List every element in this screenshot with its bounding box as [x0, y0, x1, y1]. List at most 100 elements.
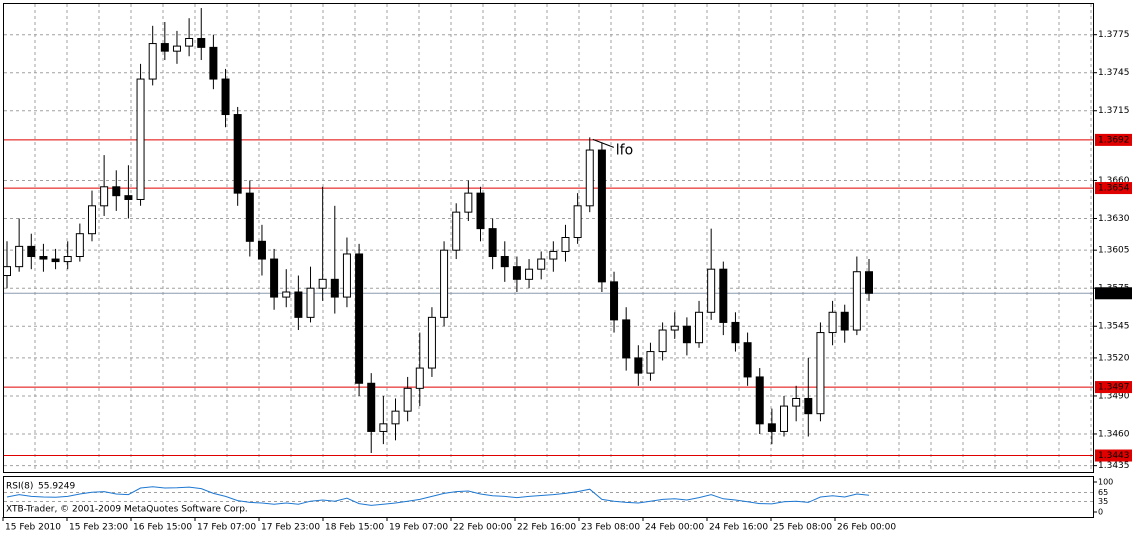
candle-body: [112, 186, 121, 197]
candle-body: [63, 256, 72, 263]
x-tick-label: 19 Feb 07:00: [389, 523, 448, 533]
candle-body: [828, 311, 837, 334]
candle-body: [622, 319, 631, 359]
candle-body: [172, 45, 181, 52]
y-tick-label: 1.3630: [1098, 214, 1130, 224]
level-label-box: [1095, 381, 1132, 394]
x-tick-label: 17 Feb 23:00: [261, 523, 320, 533]
y-tick-label: 1.3460: [1098, 429, 1130, 439]
y-tick-label: 1.3605: [1098, 246, 1130, 256]
x-tick-label: 22 Feb 00:00: [453, 523, 512, 533]
candle-body: [549, 250, 558, 260]
copyright: XTB-Trader, © 2001-2009 MetaQuotes Softw…: [6, 505, 248, 515]
candle-body: [136, 78, 145, 200]
candle-body: [282, 291, 291, 298]
candle-body: [525, 268, 534, 280]
x-tick-label: 26 Feb 00:00: [837, 523, 896, 533]
y-tick-label: 1.3520: [1098, 353, 1130, 363]
rsi-name: RSI(8): [6, 482, 33, 492]
y-tick-label: 1.3660: [1098, 176, 1130, 186]
candle-body: [646, 351, 655, 374]
rsi-panel: [3, 476, 1094, 518]
candle-body: [476, 192, 485, 230]
candle-body: [816, 332, 825, 415]
candle-body: [865, 271, 873, 294]
x-tick-label: 25 Feb 08:00: [773, 523, 832, 533]
level-label: 1.3443: [1098, 451, 1130, 461]
candle-body: [755, 376, 764, 425]
candle-body: [658, 329, 667, 353]
y-tick-label: 1.3490: [1098, 391, 1130, 401]
candle-body: [148, 43, 157, 80]
x-tick-label: 23 Feb 08:00: [581, 523, 640, 533]
candle-body: [500, 256, 509, 268]
candle-body: [185, 37, 194, 47]
current-price-box: [1095, 287, 1132, 300]
candle-body: [597, 149, 606, 283]
candle-body: [318, 278, 327, 289]
candle-body: [124, 195, 133, 200]
x-tick-label: 16 Feb 15:00: [133, 523, 192, 533]
rsi-tick-label: 0: [1098, 508, 1103, 517]
rsi-tick-label: 100: [1098, 478, 1113, 487]
candle-body: [51, 258, 60, 263]
x-tick-label: 18 Feb 15:00: [325, 523, 384, 533]
annotation: lfo: [616, 142, 633, 158]
candle-body: [342, 253, 351, 298]
candle-body: [209, 46, 218, 80]
rsi-line: [6, 486, 870, 506]
candle-body: [257, 240, 266, 260]
candle-body: [27, 245, 36, 258]
candle-body: [682, 325, 691, 344]
x-tick-label: 15 Feb 2010: [5, 523, 61, 533]
candle-body: [355, 253, 364, 384]
candle-body: [440, 249, 449, 318]
x-tick-label: 15 Feb 23:00: [69, 523, 128, 533]
candle-body: [367, 382, 376, 432]
candle-body: [840, 311, 849, 331]
candle-body: [100, 186, 109, 207]
y-tick-label: 1.3745: [1098, 68, 1130, 78]
candle-body: [221, 78, 230, 116]
rsi-tick-label: 65: [1098, 488, 1108, 497]
candle-body: [87, 205, 96, 235]
candle-body: [767, 423, 776, 432]
candle-body: [610, 281, 619, 321]
candle-body: [294, 291, 303, 318]
candle-body: [379, 423, 388, 432]
annotation-line: [592, 138, 614, 148]
level-label-box: [1095, 133, 1132, 146]
candle-body: [160, 43, 169, 52]
y-tick-label: 1.3435: [1098, 461, 1130, 471]
level-label-box: [1095, 182, 1132, 195]
candle-body: [15, 245, 24, 268]
candle-body: [245, 192, 254, 242]
rsi-value: 55.9249: [38, 482, 75, 492]
candle-body: [3, 266, 11, 277]
price-panel: [3, 3, 1094, 473]
candle-body: [670, 325, 679, 331]
candle-body: [695, 311, 704, 344]
candle-body: [464, 192, 473, 213]
candle-body: [852, 271, 861, 331]
candle-body: [743, 342, 752, 378]
candle-body: [306, 287, 315, 318]
candle-body: [780, 405, 789, 432]
candle-body: [197, 37, 206, 48]
candle-body: [561, 237, 570, 252]
level-label: 1.3692: [1098, 135, 1130, 145]
candle-body: [804, 397, 813, 415]
candle-body: [75, 233, 84, 258]
current-price-label: 1.3571: [1098, 289, 1130, 299]
x-tick-label: 24 Feb 00:00: [645, 523, 704, 533]
candle-body: [452, 211, 461, 251]
y-tick-label: 1.3715: [1098, 106, 1130, 116]
candle-body: [403, 387, 412, 412]
level-label: 1.3497: [1098, 383, 1130, 393]
candle-body: [330, 278, 339, 298]
rsi-tick-label: 35: [1098, 497, 1108, 506]
level-label-box: [1095, 449, 1132, 462]
candle-body: [719, 268, 728, 323]
candle-body: [585, 149, 594, 207]
candle-body: [488, 228, 497, 258]
